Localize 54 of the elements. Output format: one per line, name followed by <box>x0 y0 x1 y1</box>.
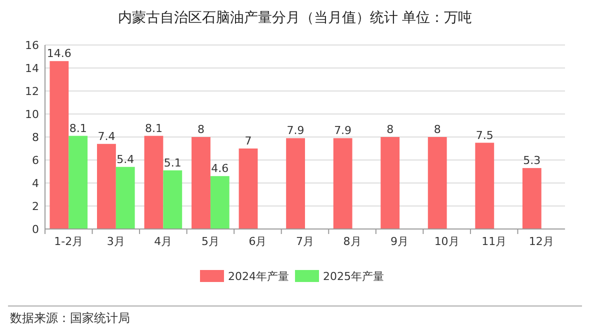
source-note: 数据来源：国家统计局 <box>10 311 130 325</box>
x-tick-label: 8月 <box>343 235 362 248</box>
x-tick-label: 4月 <box>154 235 172 248</box>
x-tick-label: 9月 <box>390 235 409 248</box>
legend-label: 2024年产量 <box>228 270 289 283</box>
y-tick-label: 10 <box>25 108 39 121</box>
bar <box>116 166 135 229</box>
y-tick-label: 2 <box>32 200 39 213</box>
bar <box>50 61 69 229</box>
bar <box>428 137 447 229</box>
y-tick-label: 8 <box>32 131 39 144</box>
bar <box>144 136 164 229</box>
y-tick-label: 14 <box>25 62 39 75</box>
y-tick-label: 12 <box>25 85 39 98</box>
data-label: 5.1 <box>164 156 182 170</box>
x-tick-label: 6月 <box>248 235 267 248</box>
bar <box>163 170 182 229</box>
y-tick-label: 6 <box>32 154 39 167</box>
y-tick-label: 4 <box>32 177 39 190</box>
bar <box>68 136 88 229</box>
data-label: 7.4 <box>98 130 116 143</box>
data-label: 8.1 <box>144 122 162 135</box>
data-label: 7 <box>244 134 252 148</box>
y-tick-label: 0 <box>32 223 39 236</box>
x-tick-label: 11月 <box>482 235 507 248</box>
data-label: 7.9 <box>286 124 304 138</box>
x-tick-label: 12月 <box>528 235 554 248</box>
bar <box>333 138 352 229</box>
bar <box>522 168 542 229</box>
legend-label: 2025年产量 <box>323 270 384 283</box>
data-label: 4.6 <box>211 162 229 176</box>
x-tick-label: 1-2月 <box>54 235 84 248</box>
bar <box>210 176 230 229</box>
x-tick-label: 10月 <box>434 235 460 248</box>
data-label: 14.6 <box>46 47 72 60</box>
bar <box>286 138 305 229</box>
data-label: 5.4 <box>116 152 134 166</box>
bar <box>475 142 494 229</box>
data-label: 7.9 <box>334 124 352 138</box>
bar <box>238 148 258 229</box>
data-label: 8 <box>198 123 204 136</box>
data-label: 7.5 <box>476 128 494 142</box>
data-label: 8 <box>434 123 441 136</box>
x-tick-label: 7月 <box>296 235 314 248</box>
x-tick-label: 5月 <box>201 235 220 248</box>
bar <box>192 137 210 229</box>
data-label: 5.3 <box>523 154 541 168</box>
bar <box>97 144 116 229</box>
chart-title: 内蒙古自治区石脑油产量分月（当月值）统计 单位：万吨 <box>118 10 472 26</box>
y-tick-label: 16 <box>25 39 39 52</box>
data-label: 8 <box>386 123 394 136</box>
x-tick-label: 3月 <box>106 235 125 248</box>
data-label: 8.1 <box>69 122 87 135</box>
bar <box>380 137 400 229</box>
